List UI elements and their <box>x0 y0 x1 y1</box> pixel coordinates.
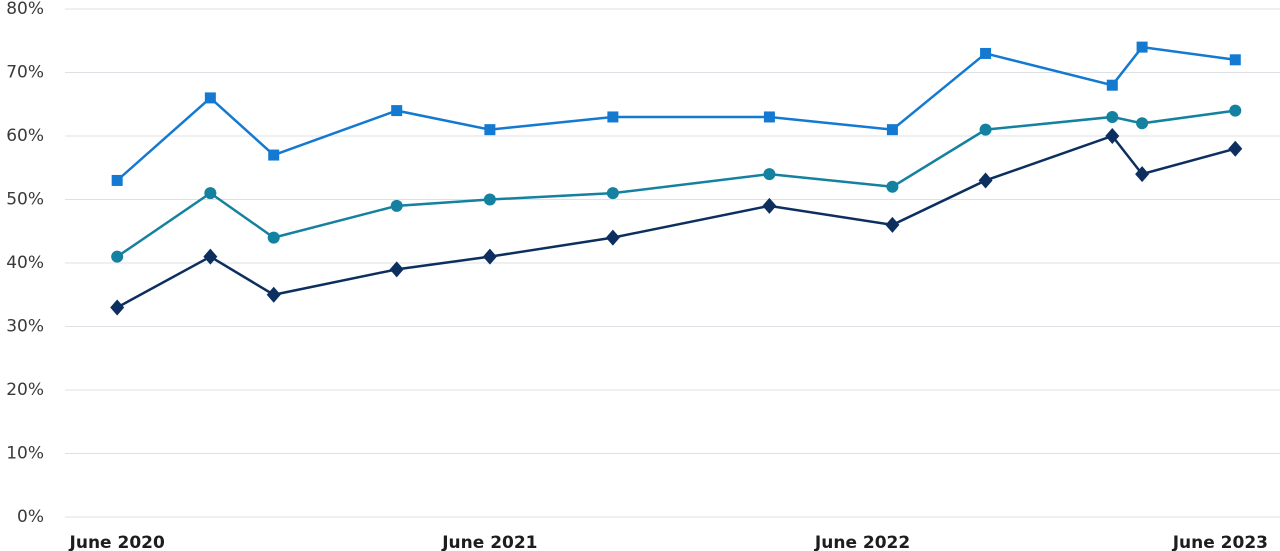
y-tick-label: 70% <box>6 63 44 83</box>
point-marker <box>978 172 993 189</box>
y-tick-label: 50% <box>6 190 44 210</box>
point-marker <box>484 124 496 136</box>
point-marker <box>204 187 217 200</box>
point-marker <box>979 123 992 136</box>
point-marker <box>980 47 992 59</box>
point-marker <box>1229 54 1241 66</box>
point-marker <box>605 229 620 246</box>
point-marker <box>483 193 496 206</box>
point-marker <box>204 92 216 104</box>
x-tick-label: June 2021 <box>441 533 537 551</box>
point-marker <box>267 231 280 244</box>
point-marker <box>1106 79 1118 91</box>
y-tick-label: 10% <box>6 444 44 464</box>
point-marker <box>268 149 280 161</box>
point-marker <box>482 248 497 265</box>
point-marker <box>1105 128 1120 144</box>
point-marker <box>1135 166 1150 183</box>
y-tick-label: 80% <box>6 0 44 19</box>
point-marker <box>606 187 619 200</box>
point-marker <box>1136 41 1148 53</box>
y-tick-label: 0% <box>17 507 44 527</box>
y-tick-label: 40% <box>6 253 44 273</box>
point-marker <box>762 197 777 214</box>
x-tick-label: June 2023 <box>1172 533 1268 551</box>
point-marker <box>763 111 775 123</box>
point-marker <box>1229 104 1242 117</box>
series-line <box>116 134 1236 309</box>
point-marker <box>763 168 776 181</box>
point-marker <box>607 111 619 123</box>
point-marker <box>390 199 403 212</box>
point-marker <box>1136 117 1149 130</box>
x-tick-label: June 2022 <box>814 533 910 551</box>
point-marker <box>266 286 281 303</box>
point-marker <box>111 174 123 186</box>
y-tick-label: 20% <box>6 380 44 400</box>
x-tick-label: June 2020 <box>69 533 165 551</box>
point-marker <box>886 180 899 193</box>
point-marker <box>110 299 125 316</box>
y-tick-label: 60% <box>6 126 44 146</box>
point-marker <box>885 216 900 233</box>
point-marker <box>389 261 404 278</box>
point-marker <box>203 248 218 265</box>
point-marker <box>1228 140 1243 157</box>
point-marker <box>111 250 124 263</box>
y-tick-label: 30% <box>6 317 44 337</box>
point-marker <box>1106 110 1119 123</box>
point-marker <box>391 105 403 117</box>
series-line <box>116 45 1236 182</box>
series-line <box>116 109 1236 258</box>
point-marker <box>886 124 898 136</box>
